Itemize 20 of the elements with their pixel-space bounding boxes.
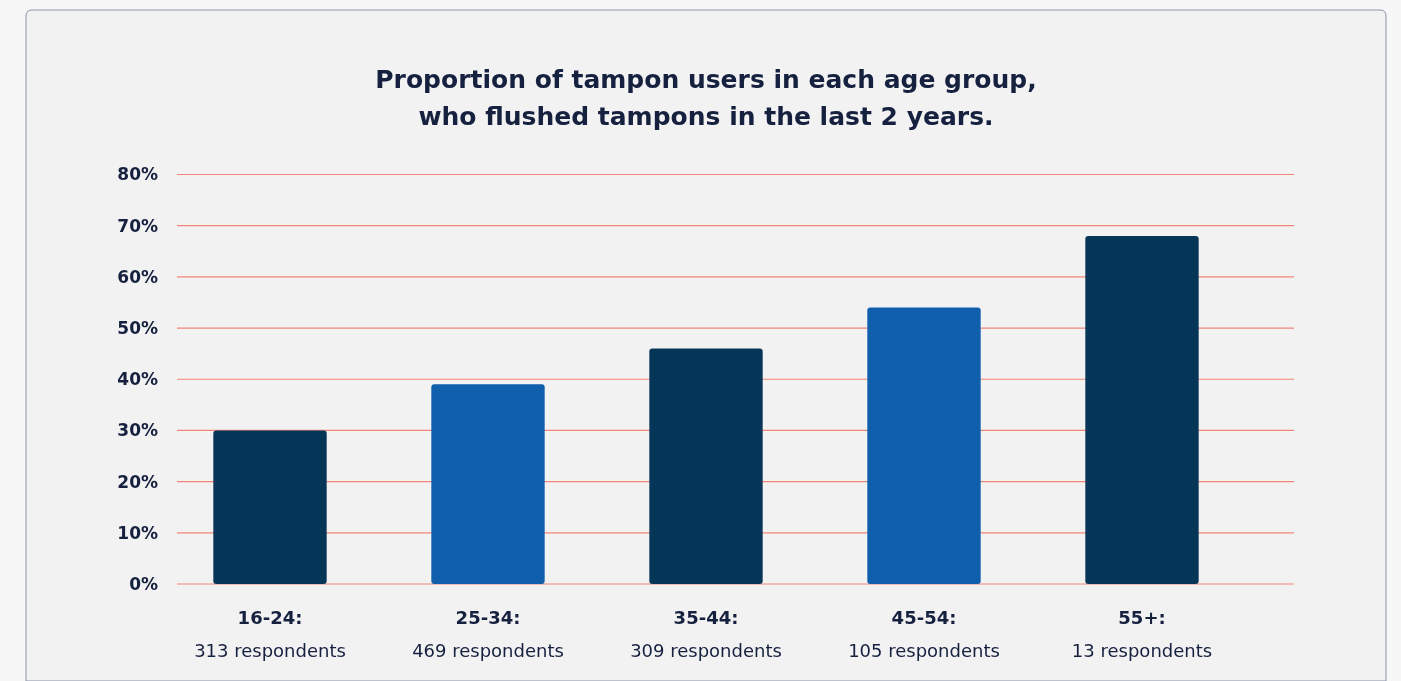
bar xyxy=(649,348,763,584)
y-tick-label: 0% xyxy=(129,573,158,594)
y-tick-label: 50% xyxy=(117,318,158,339)
x-tick-label: 55+: 13 respondents xyxy=(1071,607,1213,661)
y-tick-label: 40% xyxy=(117,369,158,390)
y-tick-label: 80% xyxy=(117,164,158,185)
x-tick-label: 35-44: 309 respondents xyxy=(630,607,782,661)
x-tick-label: 25-34: 469 respondents xyxy=(412,607,564,661)
y-tick-label: 70% xyxy=(117,215,158,236)
x-tick-label: 16-24: 313 respondents xyxy=(194,607,346,661)
bar xyxy=(213,430,327,584)
y-tick-label: 30% xyxy=(117,420,158,441)
y-tick-label: 10% xyxy=(117,522,158,543)
bar xyxy=(867,307,981,584)
bar xyxy=(431,384,545,584)
y-tick-label: 60% xyxy=(117,266,158,287)
chart-title: Proportion of tampon users in each age group, who flushed tampons in the last 2 years. xyxy=(375,65,1037,131)
x-tick-label: 45-54: 105 respondents xyxy=(848,607,1000,661)
bar xyxy=(1085,235,1199,584)
y-tick-label: 20% xyxy=(117,471,158,492)
